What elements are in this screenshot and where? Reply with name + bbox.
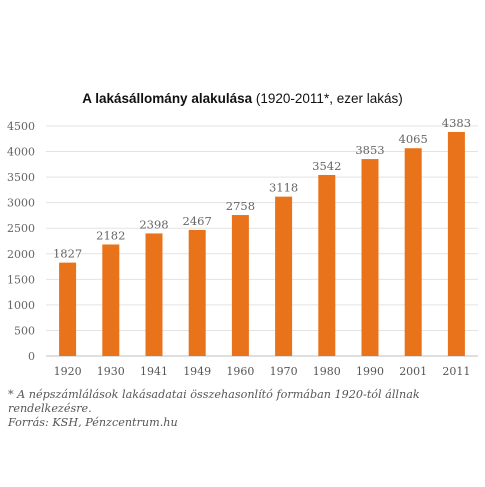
bar xyxy=(404,148,422,356)
x-tick-label: 1960 xyxy=(226,365,254,378)
y-tick-label: 4500 xyxy=(7,120,35,133)
bar xyxy=(447,131,465,356)
source-note: Forrás: KSH, Pénzcentrum.hu xyxy=(8,416,178,429)
bar xyxy=(59,262,77,356)
footnote-line-2: rendelkezésre. xyxy=(8,402,92,415)
x-tick-label: 2011 xyxy=(442,365,470,378)
bar-chart: 0 500 1000 1500 2000 2500 3000 3500 4000 4500 1827… xyxy=(7,116,478,378)
y-tick-label: 500 xyxy=(14,324,35,337)
x-tick-label: 1970 xyxy=(270,365,298,378)
data-label: 2467 xyxy=(183,214,212,228)
y-tick-label: 2000 xyxy=(7,248,35,261)
data-label: 4065 xyxy=(399,132,428,146)
y-tick-label: 4000 xyxy=(7,146,35,159)
chart-title-sub: (1920-2011*, ezer lakás) xyxy=(255,91,403,106)
x-tick-label: 1949 xyxy=(183,365,211,378)
bar xyxy=(102,244,120,356)
bar xyxy=(361,159,379,356)
chart-title-main: A lakásállomány alakulása xyxy=(82,91,253,106)
footnote-line-1: * A népszámlálások lakásadatai összehaso… xyxy=(8,388,420,401)
x-tick-label: 1980 xyxy=(313,365,341,378)
bar xyxy=(318,174,336,356)
data-label: 2182 xyxy=(96,228,125,242)
y-tick-label: 3000 xyxy=(7,197,35,210)
data-label: 2758 xyxy=(226,199,255,213)
x-tick-label: 1941 xyxy=(140,365,168,378)
data-label: 3853 xyxy=(355,143,384,157)
bar xyxy=(275,196,293,356)
x-tick-label: 1990 xyxy=(356,365,384,378)
footnote: * A népszámlálások lakásadatai összehaso… xyxy=(8,388,478,430)
bar xyxy=(231,215,249,356)
y-tick-label: 1500 xyxy=(7,273,35,286)
x-tick-label: 2001 xyxy=(399,365,427,378)
data-label: 1827 xyxy=(53,247,82,261)
y-tick-label: 2500 xyxy=(7,222,35,235)
data-label: 2398 xyxy=(139,217,168,231)
data-label: 3542 xyxy=(312,159,341,173)
bar xyxy=(145,233,163,356)
data-label: 4383 xyxy=(442,116,471,130)
data-label: 3118 xyxy=(269,181,298,195)
x-tick-label: 1930 xyxy=(97,365,125,378)
bar xyxy=(188,229,206,356)
chart-title: A lakásállomány alakulása (1920-2011*, e… xyxy=(0,91,485,106)
y-tick-label: 3500 xyxy=(7,171,35,184)
x-tick-label: 1920 xyxy=(54,365,82,378)
y-tick-label: 0 xyxy=(28,350,35,363)
y-tick-label: 1000 xyxy=(7,299,35,312)
